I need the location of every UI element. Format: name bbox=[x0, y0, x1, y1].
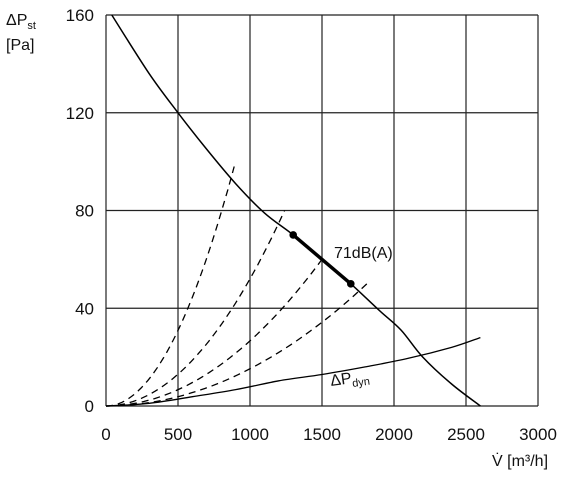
x-axis-label: V̇ [m³/h] bbox=[492, 452, 548, 470]
x-tick-label-500: 500 bbox=[164, 425, 192, 444]
system-curve-1 bbox=[105, 166, 235, 407]
system-curve-4 bbox=[105, 280, 370, 407]
operating-point-2 bbox=[347, 280, 355, 288]
y-tick-label-80: 80 bbox=[75, 202, 94, 221]
system-curve-3 bbox=[105, 259, 323, 407]
y-axis-label: ΔPst bbox=[6, 12, 36, 32]
x-tick-label-1000: 1000 bbox=[231, 425, 269, 444]
dynamic-pressure-label: ΔPdyn bbox=[329, 368, 371, 393]
y-tick-label-40: 40 bbox=[75, 299, 94, 318]
grid-lines bbox=[105, 14, 539, 407]
curves bbox=[105, 14, 481, 407]
dynamic-pressure-line bbox=[105, 336, 481, 407]
x-tick-label-0: 0 bbox=[101, 425, 110, 444]
tick-labels: 0 500 1000 1500 2000 2500 3000 0 40 80 120 160 bbox=[66, 6, 557, 444]
y-axis-label-sub: st bbox=[27, 20, 36, 32]
operating-range-label: 71dB(A) bbox=[334, 245, 393, 262]
operating-range-segment bbox=[292, 233, 352, 286]
x-tick-label-2500: 2500 bbox=[447, 425, 485, 444]
x-tick-label-2000: 2000 bbox=[375, 425, 413, 444]
y-tick-label-0: 0 bbox=[85, 397, 94, 416]
x-tick-label-1500: 1500 bbox=[303, 425, 341, 444]
system-curve-2 bbox=[105, 210, 286, 407]
y-axis-unit: [Pa] bbox=[6, 37, 34, 54]
y-tick-label-160: 160 bbox=[66, 6, 94, 25]
y-axis-label-main: ΔP bbox=[6, 12, 27, 29]
operating-point-1 bbox=[289, 231, 298, 239]
dynamic-pressure-label-sub: dyn bbox=[351, 376, 370, 390]
x-tick-label-3000: 3000 bbox=[519, 425, 557, 444]
dynamic-pressure-label-main: ΔP bbox=[329, 370, 353, 390]
y-tick-label-120: 120 bbox=[66, 104, 94, 123]
